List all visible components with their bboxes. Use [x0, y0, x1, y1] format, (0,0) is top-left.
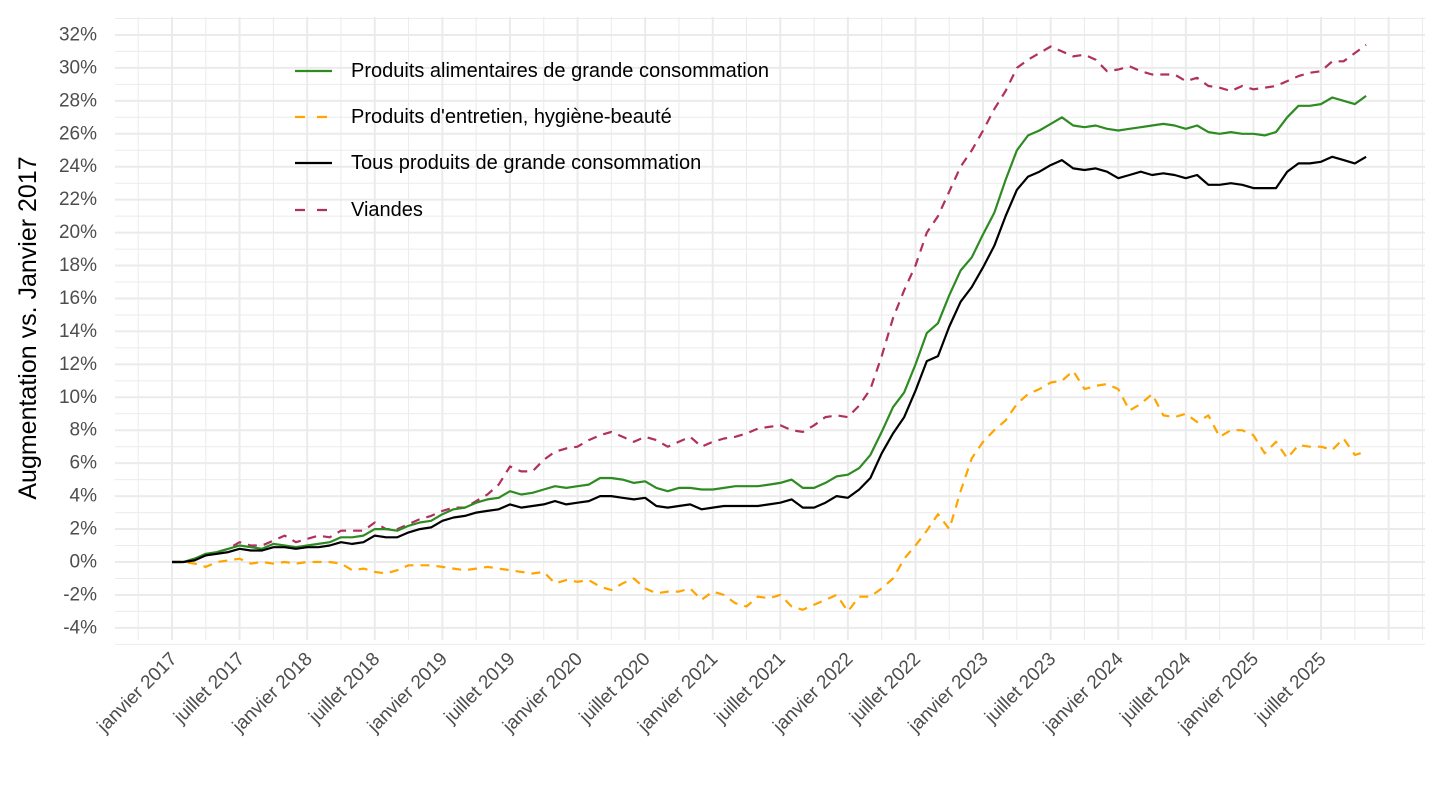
grid: [115, 17, 1425, 645]
legend-label-3: Viandes: [351, 199, 423, 221]
y-axis-label: Augmentation vs. Janvier 2017: [14, 156, 42, 499]
series-line-0: [172, 95, 1367, 564]
y-tick-label: 24%: [59, 156, 97, 177]
y-tick-label: 4%: [70, 486, 98, 507]
series-line-2: [172, 155, 1367, 564]
y-tick-label: 8%: [70, 420, 98, 441]
y-tick-label: 20%: [59, 222, 97, 243]
legend-label-0: Produits alimentaires de grande consomma…: [351, 60, 769, 82]
y-tick-label: -2%: [63, 584, 97, 605]
legend: Produits alimentaires de grande consomma…: [295, 60, 769, 221]
x-tick-label: juillet 2025: [1251, 649, 1331, 729]
series-layer: [171, 43, 1367, 613]
y-tick-label: 10%: [59, 387, 97, 408]
y-tick-label: -4%: [63, 617, 97, 638]
y-tick-label: 28%: [59, 90, 97, 111]
y-tick-label: 12%: [59, 354, 97, 375]
legend-label-1: Produits d'entretien, hygiène-beauté: [351, 106, 672, 128]
y-tick-label: 14%: [59, 321, 97, 342]
y-tick-label: 18%: [59, 255, 97, 276]
legend-label-2: Tous produits de grande consommation: [351, 152, 701, 174]
y-tick-label: 30%: [59, 57, 97, 78]
y-tick-label: 0%: [70, 552, 98, 573]
y-tick-label: 2%: [70, 519, 98, 540]
y-tick-label: 6%: [70, 453, 98, 474]
series-line-3: [172, 43, 1367, 564]
y-tick-label: 26%: [59, 123, 97, 144]
y-axis-ticks: -4% -2% 0% 2% 4% 6% 8% 10% 12% 14% 16% 18% 20% 22% 24%…: [59, 24, 97, 638]
y-tick-label: 32%: [59, 24, 97, 45]
y-tick-label: 22%: [59, 189, 97, 210]
y-tick-label: 16%: [59, 288, 97, 309]
x-tick-label: janvier 2017: [93, 649, 182, 738]
series-line-1: [172, 369, 1367, 613]
